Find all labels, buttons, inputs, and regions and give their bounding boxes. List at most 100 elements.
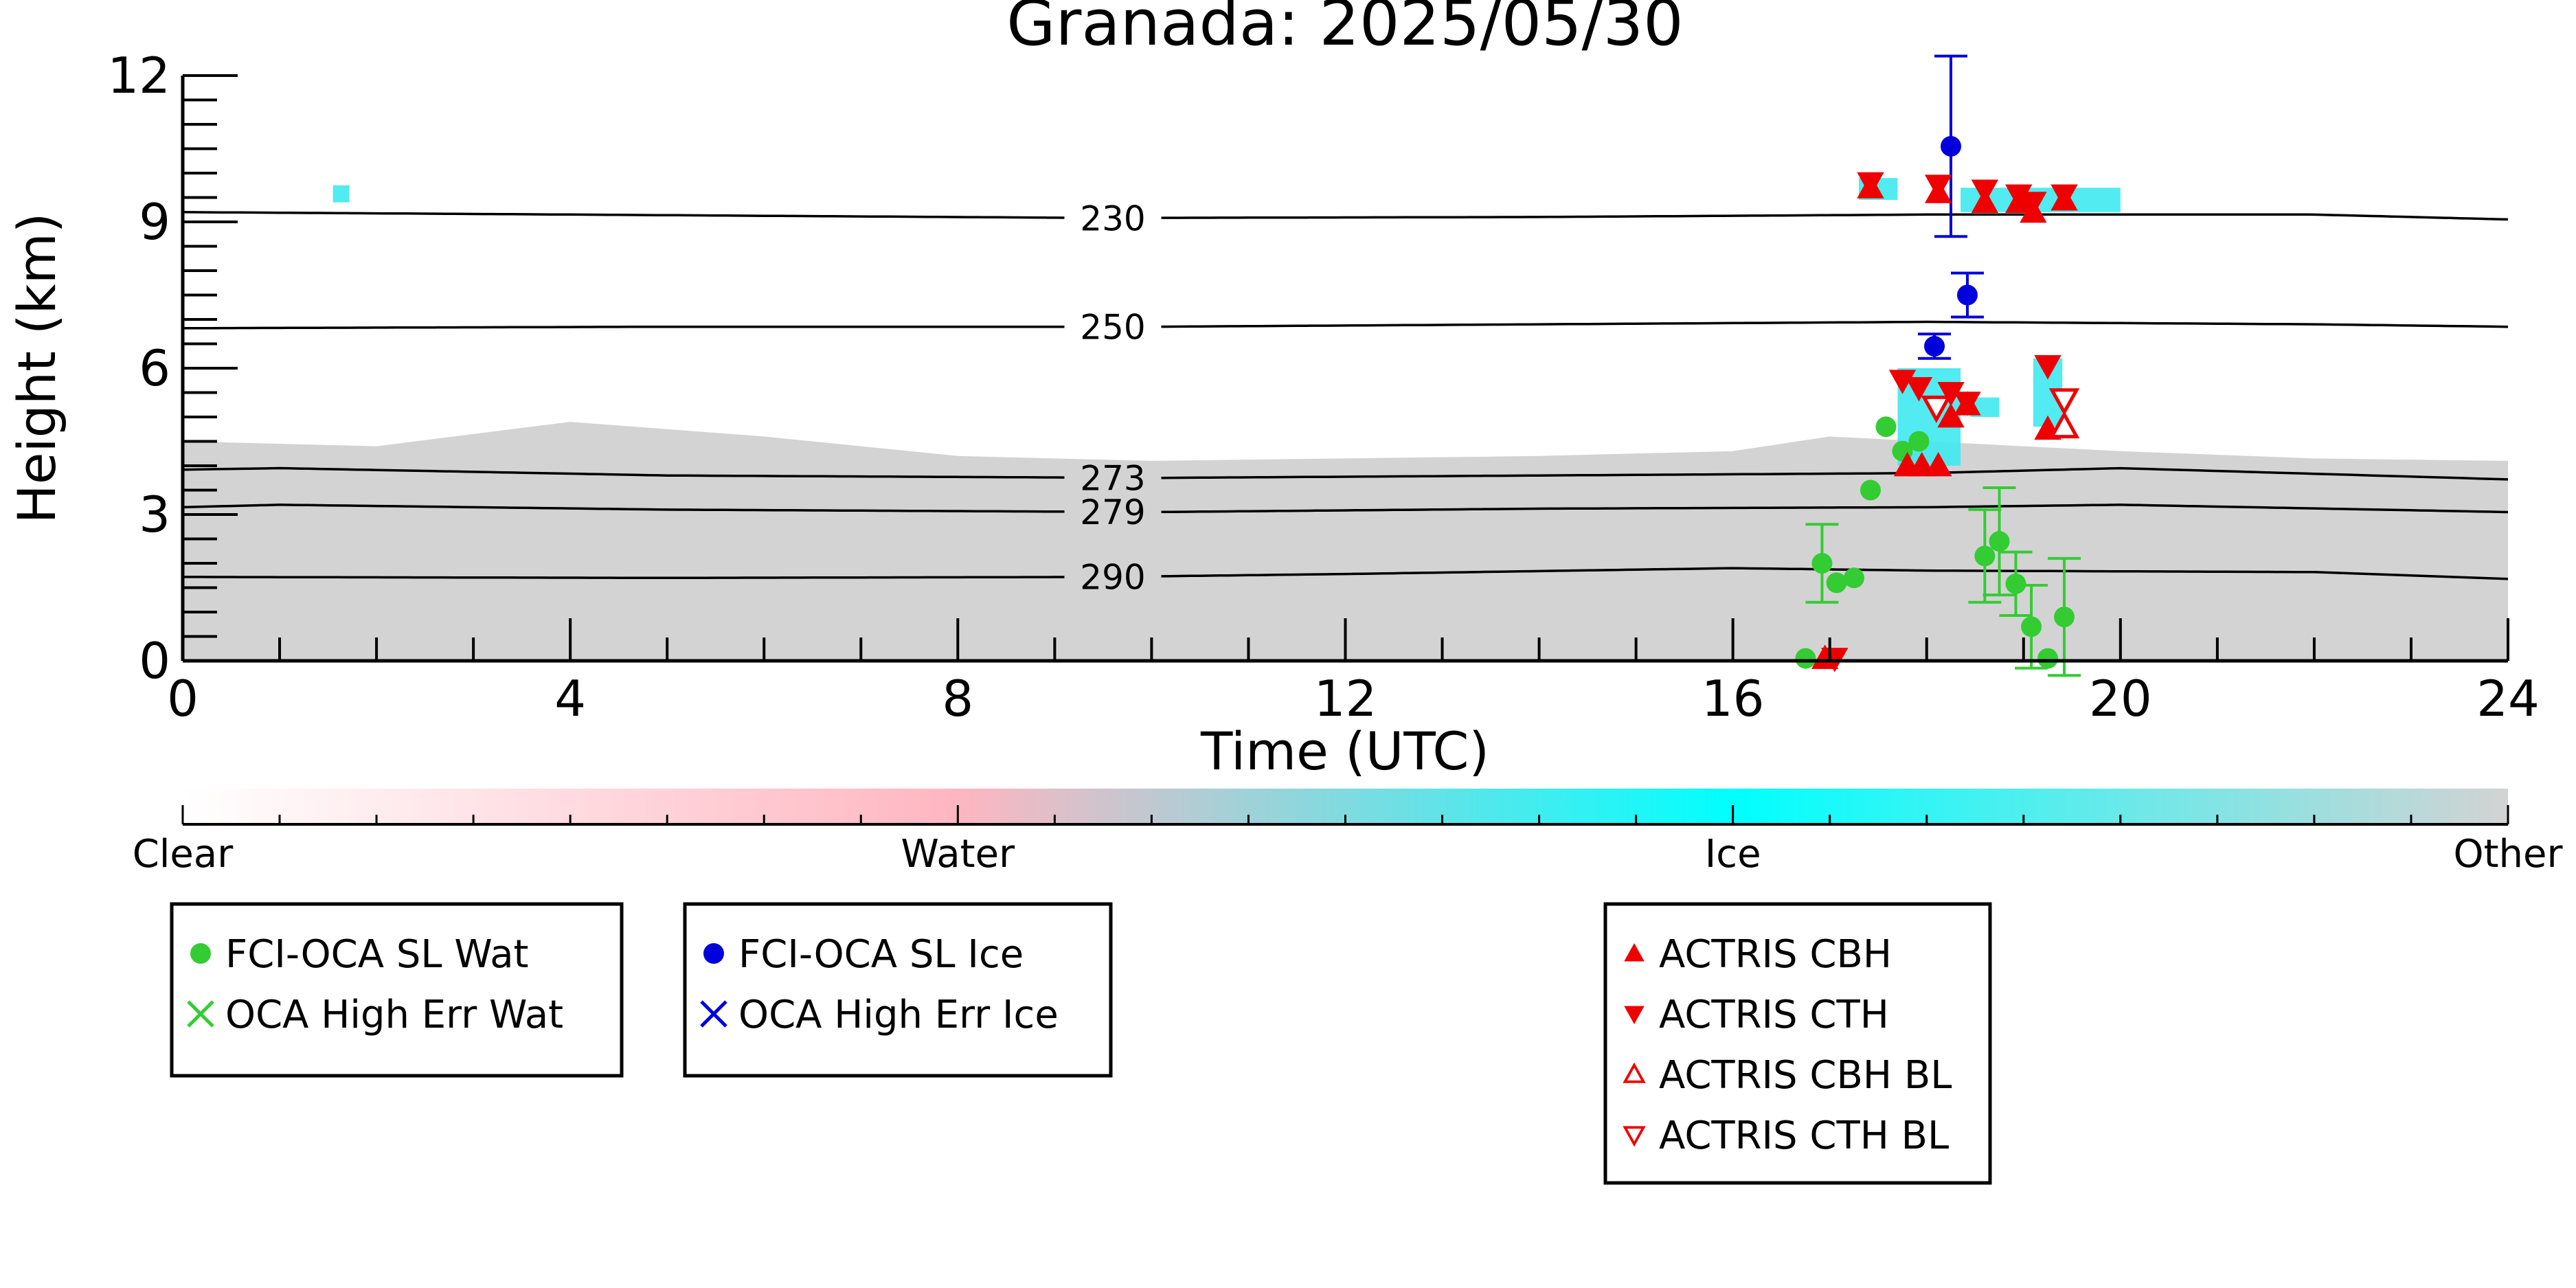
data-point bbox=[1857, 172, 1884, 197]
data-point bbox=[2048, 388, 2080, 416]
data-point bbox=[1954, 392, 1981, 416]
legend-label: FCI-OCA SL Ice bbox=[738, 932, 1024, 977]
data-point bbox=[1908, 451, 1936, 477]
data-point bbox=[1974, 545, 1996, 567]
contour-label-279: 279 bbox=[1080, 493, 1145, 532]
data-point bbox=[1905, 377, 1933, 402]
data-point bbox=[1924, 336, 1945, 357]
data-point bbox=[1908, 431, 1930, 452]
data-point bbox=[1924, 451, 1952, 477]
contour-line-279 bbox=[1161, 504, 2508, 514]
colorbar-label-ice: Ice bbox=[1705, 832, 1761, 877]
data-point bbox=[1941, 135, 1962, 157]
data-point bbox=[1795, 648, 1816, 669]
legend-label: ACTRIS CTH BL bbox=[1659, 1114, 1949, 1158]
contour-line-273 bbox=[183, 466, 1065, 479]
legend-item: ACTRIS CBH BL bbox=[1623, 1053, 1952, 1098]
x-tick-label: 16 bbox=[1702, 670, 1765, 727]
legend-label: OCA High Err Ice bbox=[738, 993, 1059, 1037]
x-tick-label: 8 bbox=[942, 670, 973, 727]
data-point bbox=[1971, 179, 1999, 204]
legend-frame bbox=[683, 902, 1113, 1078]
y-tick-label: 12 bbox=[107, 47, 170, 104]
contour-line-230 bbox=[183, 211, 1065, 219]
data-point bbox=[1956, 284, 1978, 306]
legend-marker bbox=[703, 943, 724, 964]
data-point bbox=[2021, 616, 2042, 637]
contour-line-250 bbox=[183, 325, 1065, 330]
data-point bbox=[1843, 567, 1864, 589]
x-tick-label: 4 bbox=[554, 670, 586, 727]
x-tick-label: 0 bbox=[167, 670, 199, 727]
legend-frame bbox=[1603, 902, 1992, 1185]
y-tick-label: 0 bbox=[139, 632, 170, 690]
data-point bbox=[2050, 184, 2078, 210]
legend-frame bbox=[170, 902, 624, 1078]
legend-label: ACTRIS CTH bbox=[1659, 993, 1889, 1037]
y-tick-label: 3 bbox=[139, 486, 170, 543]
ice-patch bbox=[332, 185, 350, 203]
data-point bbox=[1860, 479, 1881, 501]
contour-label-250: 250 bbox=[1080, 308, 1145, 348]
series-actris-cth-bl bbox=[1921, 388, 2080, 423]
y-tick-label: 9 bbox=[139, 193, 170, 251]
contour-line-250 bbox=[1161, 320, 2508, 328]
colorbar-label-other: Other bbox=[2453, 832, 2563, 877]
contour-line-273 bbox=[1161, 466, 2508, 481]
legend-box-2: FCI-OCA SL Ice OCA High Err Ice bbox=[683, 902, 1113, 1078]
legend-marker bbox=[1623, 1126, 1646, 1147]
legend-item: ACTRIS CBH bbox=[1624, 932, 1892, 977]
legend-item: FCI-OCA SL Wat bbox=[190, 932, 529, 977]
data-point bbox=[1989, 531, 2010, 552]
contour-label-273: 273 bbox=[1080, 458, 1145, 498]
legend-marker bbox=[1623, 1062, 1646, 1083]
x-tick-label: 20 bbox=[2089, 670, 2152, 727]
colorbar: Clear Water Ice Other bbox=[133, 789, 2563, 877]
series-fci-oca-sl-wat bbox=[1795, 416, 2081, 677]
colorbar-label-clear: Clear bbox=[133, 832, 234, 877]
contour-line-279 bbox=[183, 504, 1065, 513]
x-axis-label: Time (UTC) bbox=[1200, 721, 1489, 782]
legend-item: ACTRIS CTH BL bbox=[1623, 1114, 1949, 1158]
contour-line-230 bbox=[1161, 213, 2508, 221]
data-point bbox=[2054, 607, 2075, 628]
data-point bbox=[1921, 395, 1952, 423]
background-region-other bbox=[183, 422, 2508, 661]
legend-label: OCA High Err Wat bbox=[225, 993, 563, 1037]
legend-marker bbox=[190, 943, 211, 964]
legend-item: OCA High Err Wat bbox=[187, 993, 563, 1037]
series-actris-cbh-bl bbox=[2048, 411, 2080, 439]
legend-item: ACTRIS CTH bbox=[1624, 993, 1889, 1037]
contour-label-290: 290 bbox=[1080, 558, 1145, 598]
y-tick-label: 6 bbox=[139, 339, 170, 397]
y-axis-label: Height (km) bbox=[6, 213, 67, 524]
legend-marker bbox=[1624, 1006, 1645, 1025]
data-point bbox=[2020, 192, 2047, 216]
x-tick-label: 24 bbox=[2476, 670, 2540, 727]
series-fci-oca-sl-ice bbox=[1918, 54, 1984, 360]
contour-line-290 bbox=[183, 576, 1065, 580]
data-point bbox=[2034, 355, 2061, 380]
legend-label: FCI-OCA SL Wat bbox=[225, 932, 529, 977]
data-point bbox=[1937, 403, 1965, 428]
data-point bbox=[1875, 416, 1897, 438]
legend-label: ACTRIS CBH bbox=[1659, 932, 1892, 977]
contour-label-230: 230 bbox=[1080, 199, 1145, 238]
data-point bbox=[2048, 411, 2080, 439]
legend-marker bbox=[700, 1000, 727, 1028]
legend-marker bbox=[1624, 942, 1645, 962]
contour-line-290 bbox=[1161, 567, 2508, 580]
legend-box-1: FCI-OCA SL Wat OCA High Err Wat bbox=[170, 902, 624, 1078]
legend-box-3: ACTRIS CBH ACTRIS CTH ACTRIS CBH BL ACTRIS … bbox=[1603, 902, 1992, 1185]
series-actris-cth bbox=[1821, 172, 2078, 673]
legend-item: FCI-OCA SL Ice bbox=[703, 932, 1024, 977]
chart-title: Granada: 2025/05/30 bbox=[1006, 0, 1683, 60]
data-point bbox=[1826, 572, 1847, 594]
legend-item: OCA High Err Ice bbox=[700, 993, 1059, 1037]
data-point bbox=[1811, 553, 1833, 574]
x-tick-label: 12 bbox=[1314, 670, 1377, 727]
legend-marker bbox=[187, 1000, 214, 1028]
